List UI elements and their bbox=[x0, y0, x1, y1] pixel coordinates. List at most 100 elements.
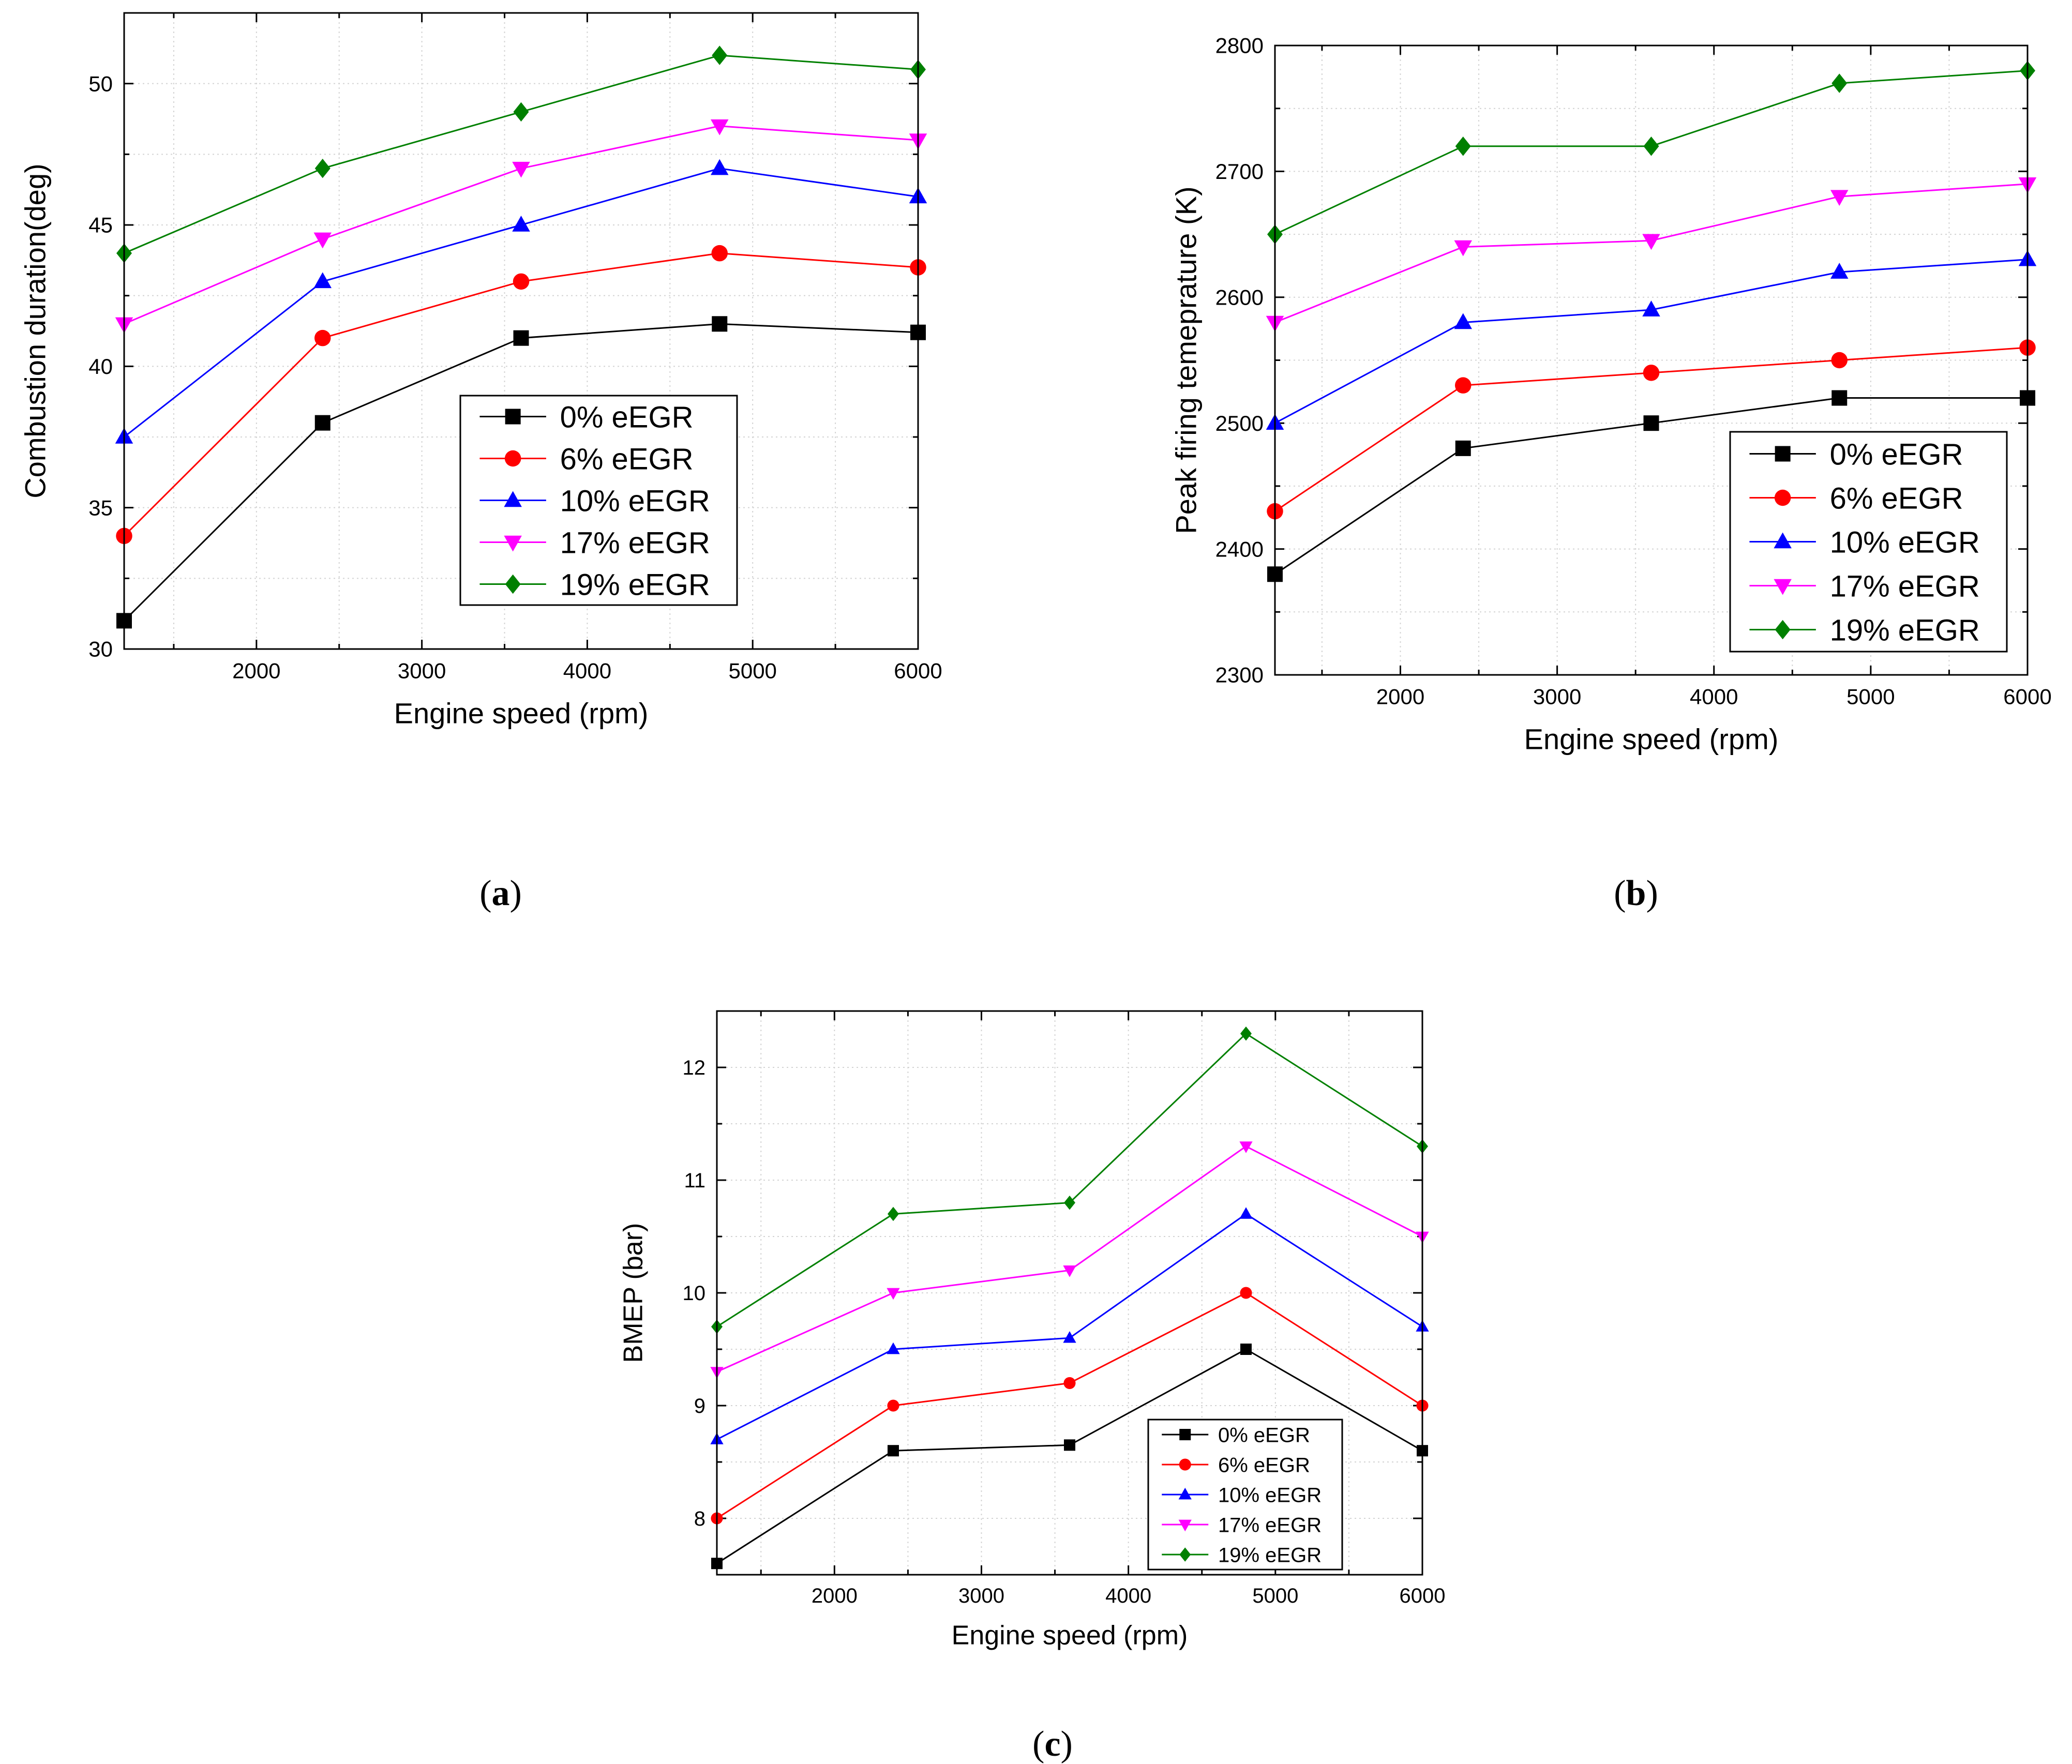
legend-marker bbox=[1774, 489, 1791, 506]
y-tick-label: 2600 bbox=[1215, 285, 1264, 310]
y-axis-label: Combustion duration(deg) bbox=[19, 163, 51, 498]
y-tick-label: 2400 bbox=[1215, 537, 1264, 561]
legend-label: 0% eEGR bbox=[560, 400, 694, 434]
grid bbox=[124, 13, 918, 649]
legend-marker bbox=[504, 450, 521, 467]
y-tick-label: 2700 bbox=[1215, 159, 1264, 184]
data-point bbox=[1830, 263, 1849, 279]
data-point bbox=[887, 1288, 900, 1300]
chart-panel-a: 30 35 40 45 50 2000 3000 4000 5000 6000 Engine spe… bbox=[19, 12, 942, 913]
legend-marker bbox=[1775, 446, 1791, 462]
data-point bbox=[1239, 1141, 1253, 1153]
legend-marker bbox=[1774, 532, 1792, 549]
data-point bbox=[1240, 1344, 1252, 1355]
data-point bbox=[1455, 440, 1471, 456]
y-tick-label: 9 bbox=[694, 1395, 705, 1418]
x-tick-label: 5000 bbox=[1252, 1585, 1298, 1607]
y-axis-label: Peak firing temeprature (K) bbox=[1169, 186, 1202, 534]
legend-label: 0% eEGR bbox=[1218, 1424, 1310, 1446]
data-point bbox=[513, 102, 529, 122]
x-tick-label: 3000 bbox=[958, 1585, 1004, 1607]
legend-label: 17% eEGR bbox=[1218, 1514, 1322, 1536]
data-point bbox=[888, 1207, 899, 1222]
plot-frame bbox=[1274, 44, 2029, 676]
legend-marker bbox=[1775, 620, 1791, 640]
legend-marker bbox=[1179, 1547, 1191, 1562]
legend-marker bbox=[1178, 1487, 1192, 1500]
x-tick-label: 4000 bbox=[1690, 685, 1738, 709]
data-point bbox=[1643, 415, 1659, 431]
data-point bbox=[1455, 377, 1472, 394]
data-point bbox=[1454, 240, 1472, 257]
data-point bbox=[1240, 1287, 1252, 1299]
x-axis-label: Engine speed (rpm) bbox=[1524, 723, 1779, 756]
x-tick-label: 2000 bbox=[232, 659, 280, 683]
data-point bbox=[1063, 1331, 1076, 1343]
data-point bbox=[1239, 1207, 1253, 1219]
data-point bbox=[1831, 73, 1848, 93]
panel-caption: (c) bbox=[1032, 1724, 1073, 1764]
x-tick-label: 4000 bbox=[1105, 1585, 1151, 1607]
data-point bbox=[1830, 190, 1849, 206]
series-group bbox=[710, 1026, 1429, 1570]
series-group bbox=[115, 46, 927, 629]
legend-marker bbox=[1179, 1458, 1191, 1471]
data-point bbox=[314, 158, 331, 178]
x-tick-label: 2000 bbox=[812, 1585, 858, 1607]
data-point bbox=[1643, 136, 1659, 156]
y-tick-label: 45 bbox=[88, 213, 113, 237]
legend-marker bbox=[1774, 579, 1792, 595]
data-point bbox=[1063, 1377, 1076, 1389]
data-point bbox=[513, 330, 529, 346]
y-tick-label: 50 bbox=[88, 71, 113, 96]
chart-panel-c: 8 9 10 11 12 2000 3000 4000 5000 6000 Engine speed… bbox=[618, 1010, 1446, 1764]
legend-marker bbox=[1178, 1519, 1192, 1532]
legend-label: 6% eEGR bbox=[560, 442, 694, 476]
x-tick-label: 6000 bbox=[2003, 685, 2051, 709]
data-point bbox=[1064, 1195, 1075, 1210]
legend-marker bbox=[504, 535, 522, 552]
y-tick-label: 12 bbox=[683, 1057, 706, 1079]
legend-label: 19% eEGR bbox=[560, 568, 710, 601]
data-point bbox=[887, 1342, 900, 1354]
x-axis-label: Engine speed (rpm) bbox=[952, 1621, 1188, 1651]
data-point bbox=[313, 232, 332, 249]
data-point bbox=[712, 316, 728, 332]
legend-label: 19% eEGR bbox=[1830, 613, 1980, 647]
legend-label: 6% eEGR bbox=[1218, 1454, 1310, 1476]
x-tick-label: 4000 bbox=[563, 659, 611, 683]
series-line bbox=[716, 1213, 1423, 1440]
data-point bbox=[711, 159, 729, 175]
panel-caption: (b) bbox=[1614, 873, 1658, 913]
y-tick-label: 10 bbox=[683, 1282, 706, 1305]
legend-marker bbox=[1179, 1429, 1191, 1440]
legend-label: 6% eEGR bbox=[1830, 481, 1963, 515]
y-tick-label: 35 bbox=[88, 495, 113, 520]
x-axis-label: Engine speed (rpm) bbox=[394, 697, 649, 730]
x-tick-label: 6000 bbox=[1400, 1585, 1446, 1607]
chart-panel-b: 2300 2400 2500 2600 2700 2800 2000 3000 4000 5000… bbox=[1169, 34, 2051, 913]
data-point bbox=[512, 161, 530, 178]
legend-label: 19% eEGR bbox=[1218, 1544, 1322, 1566]
data-point bbox=[314, 415, 331, 431]
legend-label: 0% eEGR bbox=[1830, 438, 1963, 471]
y-tick-label: 2800 bbox=[1215, 34, 1264, 58]
data-point bbox=[711, 119, 729, 135]
legend-label: 17% eEGR bbox=[1830, 569, 1980, 603]
legend-label: 17% eEGR bbox=[560, 526, 710, 560]
data-point bbox=[887, 1399, 899, 1412]
data-point bbox=[1643, 365, 1660, 381]
data-point bbox=[1063, 1265, 1076, 1277]
x-tick-label: 2000 bbox=[1376, 685, 1424, 709]
legend: 0% eEGR 6% eEGR 10% eEGR 17% eEGR 19% eEGR bbox=[459, 395, 738, 606]
y-tick-label: 8 bbox=[694, 1507, 705, 1530]
data-point bbox=[512, 216, 530, 232]
y-tick-label: 40 bbox=[88, 354, 113, 379]
legend-marker bbox=[504, 491, 522, 507]
x-tick-label: 5000 bbox=[728, 659, 776, 683]
data-point bbox=[1455, 136, 1471, 156]
legend: 0% eEGR 6% eEGR 10% eEGR 17% eEGR 19% eEGR bbox=[1147, 1419, 1343, 1571]
data-point bbox=[1240, 1026, 1252, 1041]
data-point bbox=[712, 46, 728, 65]
